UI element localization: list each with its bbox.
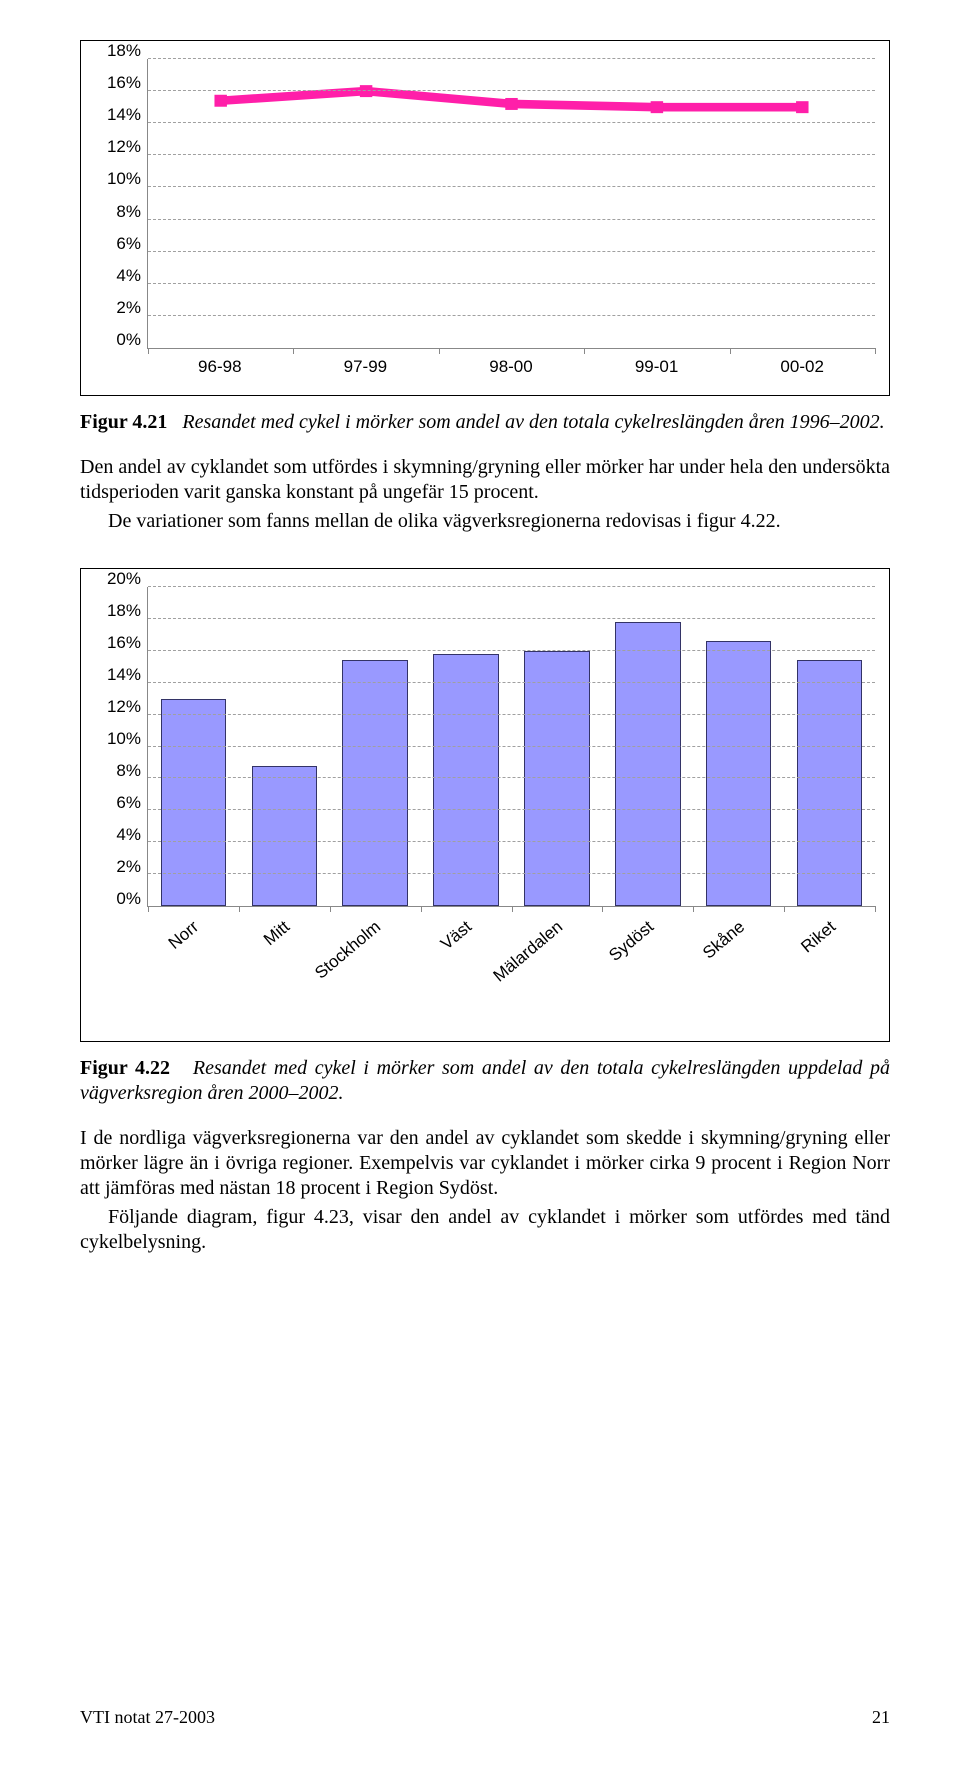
chart1-gridline (148, 186, 875, 187)
para2b: Följande diagram, figur 4.23, visar den … (80, 1205, 890, 1255)
chart2-gridline (148, 714, 875, 715)
chart2-gridline (148, 809, 875, 810)
caption1-text: Resandet med cykel i mörker som andel av… (182, 411, 884, 433)
chart2-x-label: Riket (797, 917, 840, 957)
chart2-x-label: Skåne (699, 917, 749, 963)
chart2-x-tick-mark (148, 906, 149, 912)
chart1-plot-area (147, 59, 875, 349)
chart2-x-label: Stockholm (311, 917, 385, 983)
chart2-bar-slot (148, 587, 239, 906)
chart2-x-axis: Norr Mitt Stockholm Väst Mälardalen Sydöst Skå… (147, 913, 875, 1023)
chart1-x-tick-mark (293, 348, 294, 354)
chart1-marker (214, 95, 226, 107)
chart1-marker (651, 101, 663, 113)
para1: Den andel av cyklandet som utfördes i sk… (80, 455, 890, 505)
page: 18%16%14%12%10%8%6%4%2%0% 96-9897-9998-0… (0, 0, 960, 1768)
chart2-bar-slot (693, 587, 784, 906)
chart1-x-tick-mark (584, 348, 585, 354)
caption2-text: Resandet med cykel i mörker som andel av… (80, 1057, 890, 1104)
chart2-bar (524, 651, 589, 906)
chart1-x-tick-mark (148, 348, 149, 354)
chart2-y-axis: 20%18%16%14%12%10%8%6%4%2%0% (95, 587, 147, 907)
chart2-bar-slot (602, 587, 693, 906)
chart1-line-svg (148, 59, 875, 348)
chart2-x-tick-mark (330, 906, 331, 912)
footer-right: 21 (872, 1707, 890, 1728)
chart2-gridline (148, 841, 875, 842)
chart2-x-tick-mark (784, 906, 785, 912)
chart2-x-label: Sydöst (605, 917, 658, 966)
caption1: Figur 4.21 Resandet med cykel i mörker s… (80, 410, 890, 435)
para1b-text: De variationer som fanns mellan de olika… (108, 510, 781, 532)
chart2-gridline (148, 650, 875, 651)
chart2-gridline (148, 777, 875, 778)
chart1-gridline (148, 90, 875, 91)
chart1-x-label: 99-01 (584, 357, 730, 377)
chart1-x-label: 00-02 (729, 357, 875, 377)
chart2-gridline (148, 682, 875, 683)
chart2-x-label: Väst (437, 917, 476, 954)
chart2-plot-area (147, 587, 875, 907)
chart2-bar-slot (239, 587, 330, 906)
chart1-gridline (148, 315, 875, 316)
caption2-label: Figur 4.22 (80, 1057, 170, 1079)
chart1-gridline (148, 154, 875, 155)
chart2-bars (148, 587, 875, 906)
chart2-bar (797, 660, 862, 906)
chart1-x-tick-mark (875, 348, 876, 354)
chart2-gridline (148, 618, 875, 619)
chart2-bar-slot (784, 587, 875, 906)
chart1-gridline (148, 251, 875, 252)
chart2-bar (252, 766, 317, 906)
caption2: Figur 4.22 Resandet med cykel i mörker s… (80, 1056, 890, 1106)
para2: I de nordliga vägverksregionerna var den… (80, 1126, 890, 1201)
chart2-x-tick-mark (693, 906, 694, 912)
chart1-marker (796, 101, 808, 113)
chart2-bar-slot (421, 587, 512, 906)
chart2-gridline (148, 586, 875, 587)
chart1-y-axis: 18%16%14%12%10%8%6%4%2%0% (95, 59, 147, 349)
chart2-x-label: Mälardalen (490, 917, 567, 986)
chart1-x-label: 96-98 (147, 357, 293, 377)
chart2-x-tick-mark (421, 906, 422, 912)
chart1-x-tick-mark (730, 348, 731, 354)
chart1-x-axis: 96-9897-9998-0099-0100-02 (147, 357, 875, 377)
chart1-gridline (148, 58, 875, 59)
para1-text: Den andel av cyklandet som utfördes i sk… (80, 456, 890, 503)
chart2-x-tick-mark (512, 906, 513, 912)
para2b-text: Följande diagram, figur 4.23, visar den … (80, 1206, 890, 1253)
chart2-bar (615, 622, 680, 906)
chart2-x-tick-mark (875, 906, 876, 912)
chart1-marker (505, 98, 517, 110)
chart1-x-tick-mark (439, 348, 440, 354)
chart1-x-label: 98-00 (438, 357, 584, 377)
chart2-bar (161, 699, 226, 906)
para2-text: I de nordliga vägverksregionerna var den… (80, 1127, 890, 1199)
chart2-x-label: Norr (165, 917, 203, 954)
chart1-frame: 18%16%14%12%10%8%6%4%2%0% 96-9897-9998-0… (80, 40, 890, 396)
chart1-gridline (148, 283, 875, 284)
chart2-gridline (148, 873, 875, 874)
caption1-label: Figur 4.21 (80, 411, 167, 433)
chart2-bar (433, 654, 498, 906)
chart2-bar (342, 660, 407, 906)
chart1-gridline (148, 219, 875, 220)
chart2-bar-slot (330, 587, 421, 906)
chart2-gridline (148, 746, 875, 747)
footer: VTI notat 27-2003 21 (80, 1707, 890, 1728)
chart2-x-tick-mark (239, 906, 240, 912)
chart2-x-label: Mitt (260, 917, 294, 950)
para1b: De variationer som fanns mellan de olika… (80, 509, 890, 534)
chart1-gridline (148, 122, 875, 123)
footer-left: VTI notat 27-2003 (80, 1707, 215, 1728)
chart2-frame: 20%18%16%14%12%10%8%6%4%2%0% Norr Mitt Sto… (80, 568, 890, 1042)
chart1-x-label: 97-99 (293, 357, 439, 377)
chart2-bar-slot (512, 587, 603, 906)
chart2-x-tick-mark (602, 906, 603, 912)
